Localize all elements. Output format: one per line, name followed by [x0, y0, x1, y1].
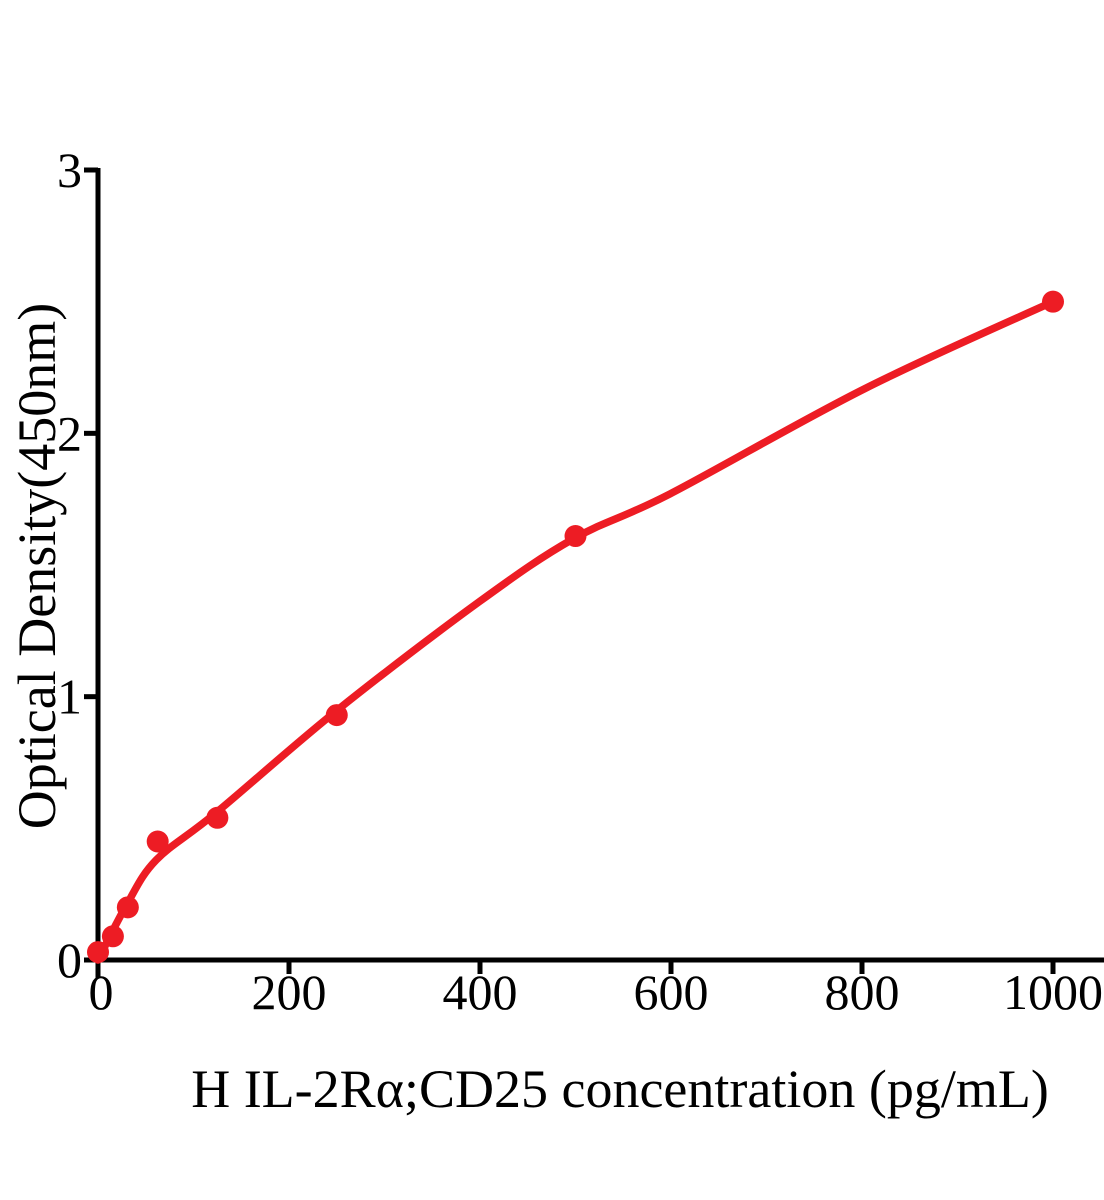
y-tick-label: 1 — [57, 669, 82, 725]
data-point — [325, 704, 348, 727]
data-point — [1042, 290, 1064, 313]
x-tick-label: 0 — [89, 964, 114, 1020]
standard-curve-fit-line — [94, 297, 1057, 964]
x-tick-label: 800 — [825, 964, 900, 1020]
data-point — [564, 525, 587, 548]
y-tick-label: 3 — [57, 142, 82, 198]
data-point — [146, 830, 169, 853]
data-point — [206, 806, 229, 829]
x-tick-label: 600 — [634, 964, 709, 1020]
data-point — [101, 925, 124, 948]
x-tick-label: 200 — [252, 964, 327, 1020]
data-point — [116, 896, 139, 919]
x-tick-label: 400 — [443, 964, 518, 1020]
y-tick-label: 2 — [57, 405, 82, 461]
y-axis-title: Optical Density(450nm) — [7, 302, 67, 830]
y-tick-label: 0 — [57, 932, 82, 988]
x-axis-title: H IL-2Rα;CD25 concentration (pg/mL) — [191, 1059, 1049, 1119]
data-point — [87, 941, 109, 964]
x-tick-label: 1000 — [1003, 964, 1103, 1020]
